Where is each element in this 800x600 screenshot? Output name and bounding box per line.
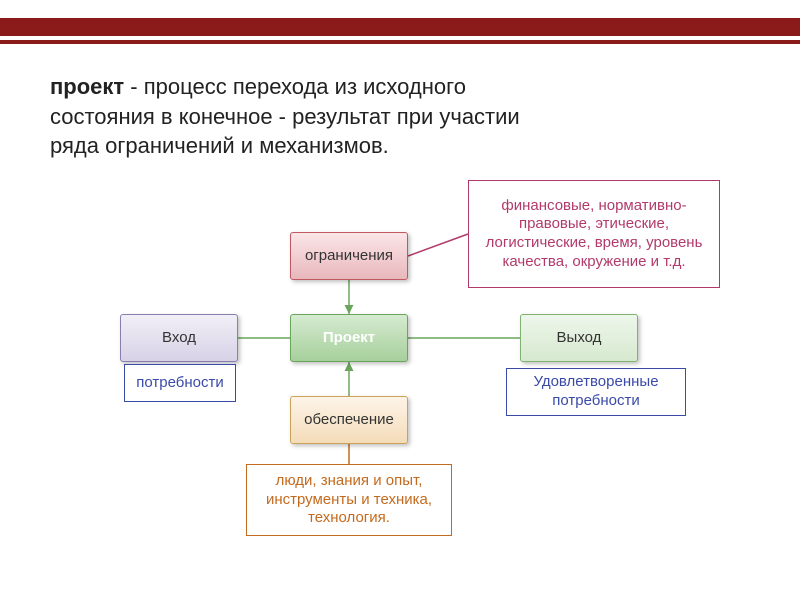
node-provision-label: обеспечение [304, 411, 394, 429]
heading-bold: проект [50, 74, 124, 99]
node-provision: обеспечение [290, 396, 408, 444]
callout-needs: потребности [124, 364, 236, 402]
node-output: Выход [520, 314, 638, 362]
node-output-label: Выход [557, 329, 602, 347]
callout-satisfied-text: Удовлетворенные потребности [515, 373, 677, 411]
node-project-label: Проект [323, 329, 375, 347]
slide-accent-bar-thin [0, 40, 800, 44]
callout-constraints-detail: финансовые, нормативно-правовые, этическ… [468, 180, 720, 288]
callout-needs-text: потребности [136, 374, 224, 393]
page-title: проект - процесс перехода из исходного с… [50, 72, 550, 161]
callout-constraints-text: финансовые, нормативно-правовые, этическ… [477, 197, 711, 272]
slide-accent-bar-thick [0, 18, 800, 36]
node-input: Вход [120, 314, 238, 362]
callout-provision-text: люди, знания и опыт, инструменты и техни… [255, 472, 443, 528]
node-constraints-label: ограничения [305, 247, 393, 265]
node-input-label: Вход [162, 329, 196, 347]
callout-satisfied: Удовлетворенные потребности [506, 368, 686, 416]
node-constraints: ограничения [290, 232, 408, 280]
node-project: Проект [290, 314, 408, 362]
callout-provision-detail: люди, знания и опыт, инструменты и техни… [246, 464, 452, 536]
